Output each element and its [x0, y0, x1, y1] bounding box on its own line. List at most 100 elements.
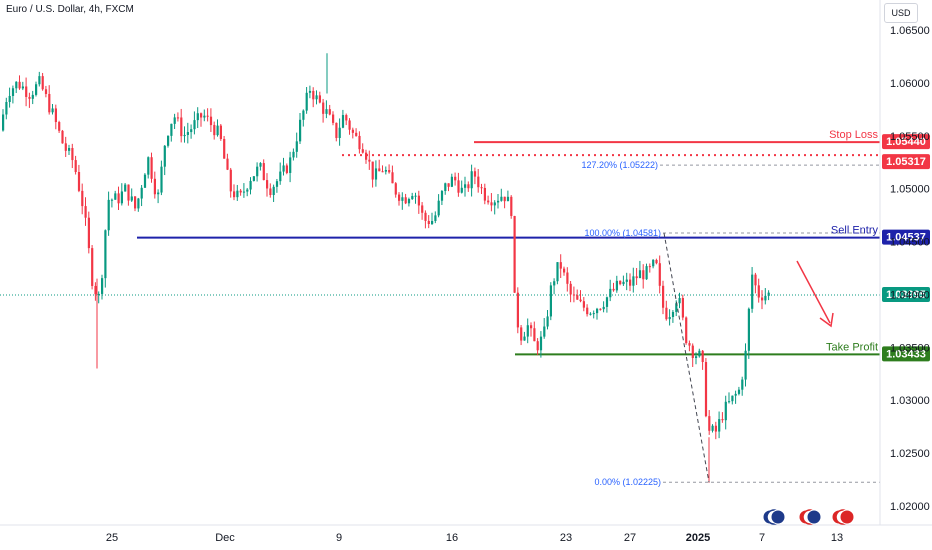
candle-body [256, 166, 259, 177]
candle [427, 215, 430, 229]
candle-body [444, 183, 447, 192]
candle [477, 169, 480, 193]
candle [216, 119, 219, 137]
candle-body [302, 110, 305, 120]
candle [167, 135, 170, 148]
candle-body [708, 416, 711, 431]
candle-body [216, 125, 219, 136]
candle-body [295, 141, 298, 152]
candle-body [549, 285, 552, 317]
candle [582, 296, 585, 312]
candle [68, 144, 71, 156]
candle [751, 267, 754, 313]
event-icons[interactable] [762, 509, 855, 525]
candle [107, 191, 110, 236]
y-tick-label: 1.05500 [890, 131, 930, 143]
candle-body [41, 76, 44, 90]
candle-body [183, 134, 186, 137]
us-events-icon[interactable] [831, 509, 855, 525]
x-tick-label: 27 [624, 532, 636, 544]
candle [348, 118, 351, 135]
candle [110, 198, 114, 208]
candle [506, 190, 510, 202]
candle-body [615, 280, 618, 291]
candle [711, 424, 714, 433]
candle-body [497, 200, 500, 203]
candle [460, 180, 463, 194]
candle [764, 288, 767, 305]
candle-body [500, 196, 503, 201]
candle-body [513, 215, 516, 293]
candle-body [54, 108, 57, 123]
us-eu-events-icon[interactable] [798, 509, 822, 525]
candle-body [239, 190, 242, 193]
candle [97, 291, 100, 304]
candle-body [648, 266, 651, 268]
candle [328, 104, 331, 116]
candle-body [2, 114, 5, 131]
candle-body [721, 419, 724, 421]
candle [487, 195, 490, 205]
candle [61, 129, 64, 144]
event-badge [839, 509, 855, 525]
candle-body [236, 190, 239, 198]
candle-body [341, 115, 345, 128]
candle-body [569, 283, 572, 295]
candle-body [87, 217, 90, 249]
candle-body [213, 125, 216, 136]
candle-body [556, 262, 559, 282]
economic-events-icon[interactable] [762, 509, 786, 525]
candle-body [368, 159, 371, 162]
candle-body [645, 266, 648, 280]
x-tick-label: 16 [446, 532, 458, 544]
candle-body [77, 171, 81, 191]
chart-title: Euro / U.S. Dollar, 4h, FXCM [6, 4, 134, 15]
candle-body [536, 341, 539, 351]
candle [186, 122, 189, 144]
candle-body [196, 113, 199, 121]
candle [173, 113, 176, 130]
candle-body [470, 171, 473, 189]
candle [11, 85, 15, 104]
candle-body [493, 202, 496, 206]
candle-body [348, 120, 351, 130]
candle [374, 160, 378, 187]
x-tick-label: 13 [831, 532, 843, 544]
candle-body [378, 168, 381, 172]
candle [153, 171, 156, 199]
candle [15, 81, 18, 94]
candle-body [143, 174, 147, 188]
candle [338, 118, 341, 146]
candle [31, 90, 34, 105]
candle-body [64, 143, 67, 151]
candle [731, 395, 734, 405]
candle [754, 272, 757, 294]
candle [622, 275, 625, 286]
y-tick-label: 1.05000 [890, 184, 930, 196]
candle [269, 183, 272, 198]
candle [767, 290, 770, 301]
candle [341, 109, 345, 129]
candle-body [404, 197, 407, 204]
candle [747, 307, 750, 359]
candle-body [437, 200, 440, 216]
candle-body [312, 90, 315, 100]
candle-body [74, 160, 77, 172]
candle [417, 190, 420, 214]
candle [737, 386, 741, 396]
candle [150, 152, 153, 183]
candle-body [411, 195, 414, 200]
currency-button[interactable]: USD [884, 3, 918, 23]
candle [467, 181, 470, 192]
candle-body [229, 169, 232, 192]
candle-body [767, 292, 770, 296]
candle [38, 71, 41, 87]
candle-body [665, 307, 668, 320]
candle [589, 312, 592, 316]
candle-body [599, 308, 602, 310]
level-name: Sell Entry [831, 225, 879, 237]
candle-body [414, 195, 417, 197]
candle [569, 280, 572, 303]
candle-body [506, 196, 510, 202]
